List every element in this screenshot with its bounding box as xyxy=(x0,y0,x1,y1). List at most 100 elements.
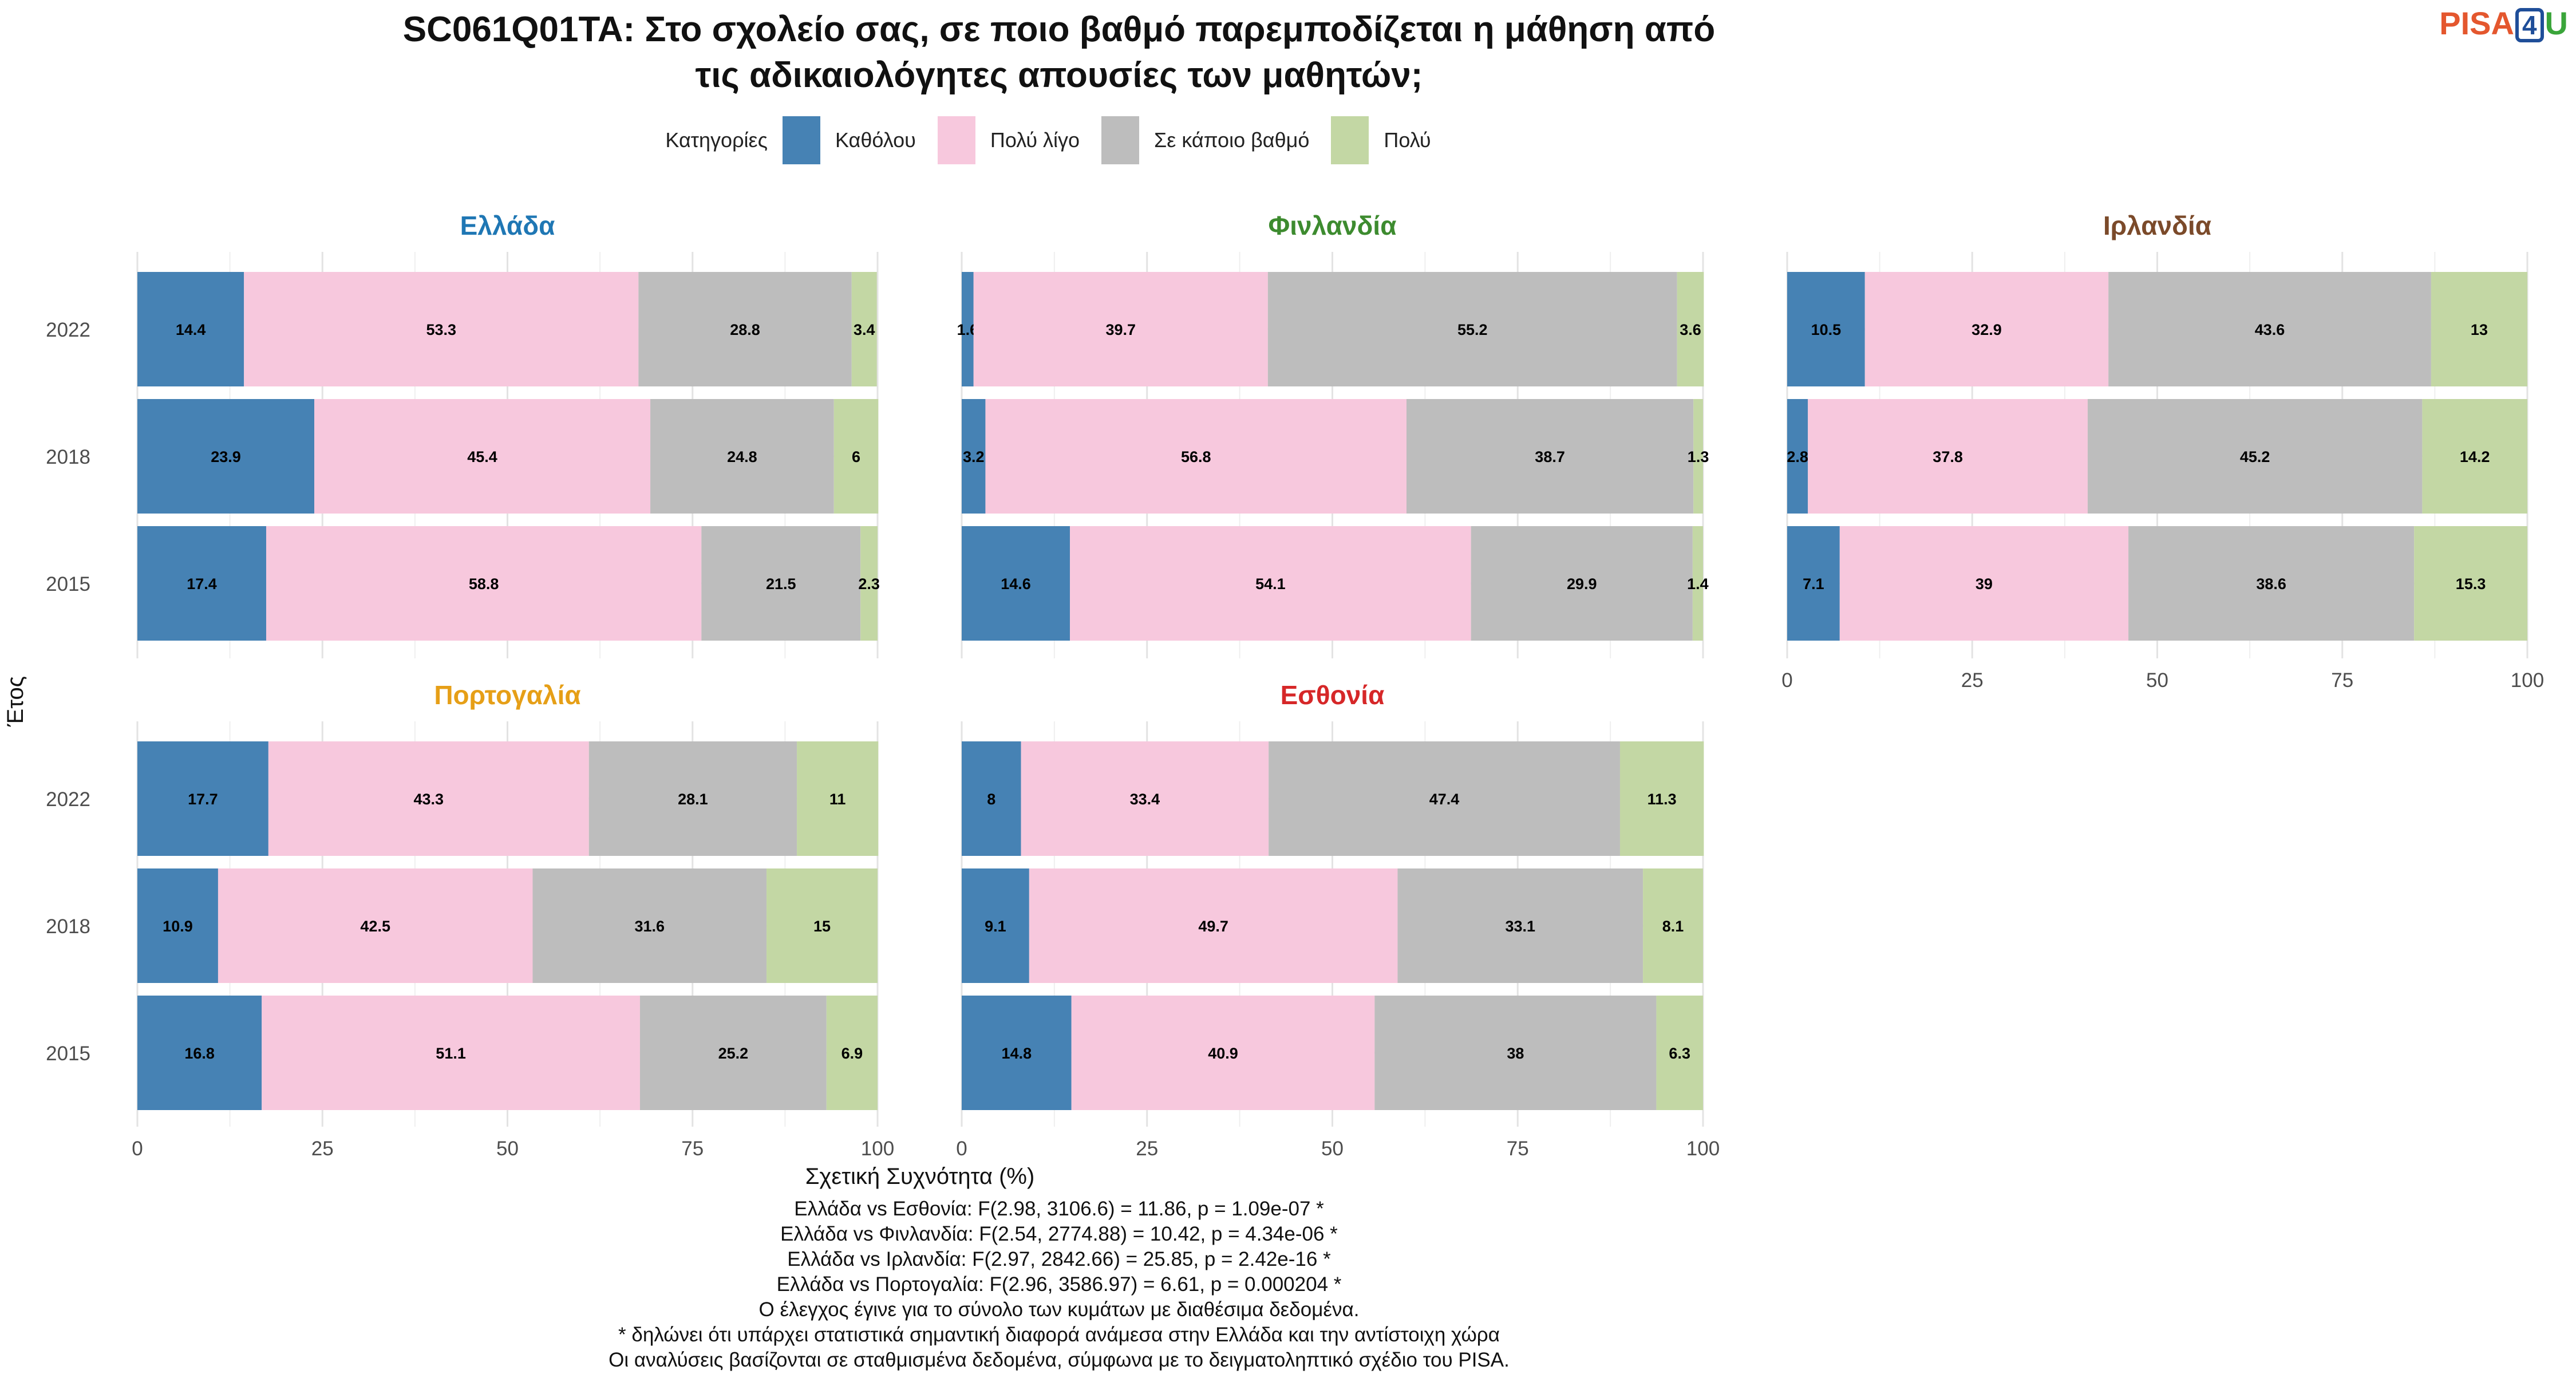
legend-label-poly: Πολύ xyxy=(1384,128,1431,152)
bar-segment xyxy=(137,741,268,856)
bar-segment xyxy=(137,526,266,641)
bar-value-label: 8.1 xyxy=(1662,918,1684,935)
y-tick-label: 2015 xyxy=(46,573,90,595)
bar-segment xyxy=(962,868,1029,983)
bar-value-label: 15 xyxy=(813,918,831,935)
panel-title: Ιρλανδία xyxy=(2103,211,2211,240)
bar-segment xyxy=(1029,868,1398,983)
bar-value-label: 2.3 xyxy=(858,575,880,593)
bar-segment xyxy=(1677,272,1704,386)
y-tick-label: 2022 xyxy=(46,788,90,811)
x-tick-label: 100 xyxy=(1686,1138,1720,1160)
bar-segment xyxy=(2108,272,2431,386)
legend-label-kathólou: Καθόλου xyxy=(835,128,916,152)
bar-value-label: 49.7 xyxy=(1198,918,1228,935)
bar-segment xyxy=(833,399,879,514)
bar-segment xyxy=(797,741,879,856)
bar-segment xyxy=(266,526,702,641)
bar-segment xyxy=(826,996,878,1110)
bar-value-label: 1.4 xyxy=(1687,575,1709,593)
footnote-line: Ο έλεγχος έγινε για το σύνολο των κυμάτω… xyxy=(758,1298,1360,1321)
x-tick-label: 75 xyxy=(681,1138,704,1160)
bar-value-label: 28.1 xyxy=(678,791,708,808)
bar-value-label: 1.3 xyxy=(1688,448,1709,465)
bar-segment xyxy=(1693,399,1703,514)
bar-value-label: 47.4 xyxy=(1429,791,1460,808)
bar-value-label: 10.9 xyxy=(163,918,193,935)
bar-value-label: 16.8 xyxy=(184,1045,215,1062)
legend-swatch-se-kapoio-vathmo xyxy=(1101,116,1140,164)
bar-value-label: 39 xyxy=(1976,575,1993,593)
bar-segment xyxy=(137,399,315,514)
bar-segment xyxy=(1808,399,2088,514)
bar-value-label: 7.1 xyxy=(1803,575,1824,593)
bar-segment xyxy=(1787,399,1808,514)
legend-item-se-kapoio-vathmo: Σε κάποιο βαθμό xyxy=(1101,116,1309,164)
footnotes: Ελλάδα vs Εσθονία: F(2.98, 3106.6) = 11.… xyxy=(0,1197,2118,1373)
bar-segment xyxy=(532,868,767,983)
bar-segment xyxy=(962,996,1072,1110)
chart-legend: Κατηγορίες Καθόλου Πολύ λίγο Σε κάποιο β… xyxy=(0,116,2118,164)
bar-segment xyxy=(1839,526,2129,641)
legend-label-poly-ligo: Πολύ λίγο xyxy=(990,128,1080,152)
legend-swatch-poly-ligo xyxy=(937,116,975,164)
bar-value-label: 58.8 xyxy=(469,575,499,593)
bar-segment xyxy=(851,272,877,386)
x-tick-label: 100 xyxy=(861,1138,894,1160)
legend-title: Κατηγορίες xyxy=(665,128,768,152)
bar-segment xyxy=(650,399,834,514)
bar-segment xyxy=(638,272,852,386)
bar-segment xyxy=(2087,399,2423,514)
bar-value-label: 14.4 xyxy=(176,321,206,338)
bar-segment xyxy=(985,399,1406,514)
logo-suffix: U xyxy=(2545,5,2568,41)
bar-value-label: 3.2 xyxy=(963,448,985,465)
bar-segment xyxy=(1071,996,1375,1110)
bar-segment xyxy=(314,399,651,514)
bar-segment xyxy=(962,399,986,514)
x-tick-label: 50 xyxy=(2146,669,2168,692)
x-tick-label: 0 xyxy=(1781,669,1792,692)
bar-value-label: 25.2 xyxy=(718,1045,749,1062)
x-tick-label: 0 xyxy=(956,1138,967,1160)
bar-value-label: 31.6 xyxy=(634,918,665,935)
bar-value-label: 15.3 xyxy=(2456,575,2486,593)
bar-segment xyxy=(962,272,974,386)
bar-segment xyxy=(1471,526,1693,641)
panel-title: Ελλάδα xyxy=(460,211,555,240)
bar-segment xyxy=(137,868,218,983)
bar-value-label: 29.9 xyxy=(1567,575,1597,593)
chart-title-line-1: SC061Q01TA: Στο σχολείο σας, σε ποιο βαθ… xyxy=(402,10,1716,49)
bar-value-label: 40.9 xyxy=(1208,1045,1238,1062)
bar-segment xyxy=(962,526,1070,641)
bar-segment xyxy=(137,996,262,1110)
bar-value-label: 45.2 xyxy=(2240,448,2270,465)
bar-value-label: 17.7 xyxy=(188,791,218,808)
bar-value-label: 11.3 xyxy=(1647,791,1677,808)
legend-item-kathólou: Καθόλου xyxy=(782,116,916,164)
bar-value-label: 54.1 xyxy=(1255,575,1286,593)
bar-segment xyxy=(2414,526,2527,641)
bar-segment xyxy=(1374,996,1657,1110)
bar-value-label: 24.8 xyxy=(727,448,757,465)
bar-segment xyxy=(218,868,533,983)
bar-value-label: 53.3 xyxy=(426,321,456,338)
bar-value-label: 2.8 xyxy=(1787,448,1808,465)
bar-segment xyxy=(244,272,639,386)
footnote-line: Ελλάδα vs Ιρλανδία: F(2.97, 2842.66) = 2… xyxy=(787,1248,1331,1270)
bar-segment xyxy=(701,526,861,641)
bar-value-label: 33.1 xyxy=(1506,918,1536,935)
bar-value-label: 32.9 xyxy=(1971,321,2002,338)
bar-value-label: 45.4 xyxy=(467,448,497,465)
bar-value-label: 33.4 xyxy=(1130,791,1160,808)
bar-segment xyxy=(1619,741,1704,856)
logo-number: 4 xyxy=(2515,8,2544,42)
bar-segment xyxy=(1787,526,1840,641)
bar-value-label: 6.9 xyxy=(841,1045,863,1062)
bar-segment xyxy=(137,272,244,386)
panel-title: Φινλανδία xyxy=(1269,211,1397,240)
legend-item-poly-ligo: Πολύ λίγο xyxy=(937,116,1080,164)
y-axis-title: Έτος xyxy=(3,676,28,727)
bar-segment xyxy=(1406,399,1694,514)
bar-value-label: 38 xyxy=(1507,1045,1524,1062)
